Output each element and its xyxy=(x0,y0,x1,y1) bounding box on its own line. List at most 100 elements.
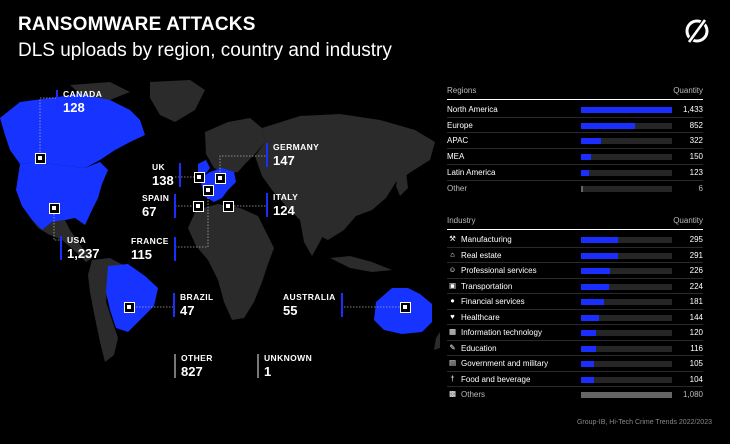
industry-row-education: ✎ Education 116 xyxy=(447,341,703,356)
callout-germany: GERMANY 147 xyxy=(266,143,319,167)
page-title: RANSOMWARE ATTACKS xyxy=(18,14,256,35)
callout-value: 115 xyxy=(131,246,152,262)
industry-divider xyxy=(447,229,703,230)
callout-value: 67 xyxy=(142,203,157,219)
callout-name: CANADA xyxy=(63,89,103,99)
mexico-shape xyxy=(32,220,92,262)
regions-header: Regions Quantity xyxy=(447,86,703,95)
leader-canada xyxy=(39,97,56,158)
bar xyxy=(581,252,618,259)
bar xyxy=(581,299,604,305)
world-map xyxy=(0,80,440,362)
bar-value-label: 116 xyxy=(690,343,703,353)
row-separator xyxy=(447,116,703,118)
bar xyxy=(581,169,589,176)
bar-label: Europe xyxy=(447,120,473,130)
callout-value: 138 xyxy=(152,172,174,188)
bar-label: MEA xyxy=(447,152,465,162)
bar-value-label: 6 xyxy=(698,183,703,193)
marker-uk[interactable] xyxy=(194,172,205,183)
industry-row-government-and-military: ▤ Government and military 105 xyxy=(447,356,703,371)
callout-name: SPAIN xyxy=(142,193,170,203)
callout-italy: ITALY 124 xyxy=(266,193,298,217)
callout-name: FRANCE xyxy=(131,236,169,246)
wrench-icon: ⚒ xyxy=(449,234,456,243)
callout-brazil: BRAZIL 47 xyxy=(173,293,214,317)
row-separator xyxy=(447,246,703,248)
bar xyxy=(581,361,595,367)
bar-track xyxy=(581,299,672,305)
person-icon: ☺ xyxy=(448,265,457,274)
bar-value-label: 224 xyxy=(689,281,703,291)
bar-track xyxy=(581,107,672,113)
bar-track xyxy=(581,252,672,259)
callout-value: 147 xyxy=(273,152,295,168)
bar-label: Other xyxy=(447,183,468,193)
bar-track xyxy=(581,268,672,274)
bar-track xyxy=(581,138,672,145)
industry-title: Industry xyxy=(447,216,476,225)
page-subtitle: DLS uploads by region, country and indus… xyxy=(18,40,392,61)
bar-label: Latin America xyxy=(447,167,496,177)
bar-label: Information technology xyxy=(461,328,542,337)
region-row-mea: MEA 150 xyxy=(447,149,703,164)
row-separator xyxy=(447,293,703,294)
bar xyxy=(581,138,602,145)
marker-brazil[interactable] xyxy=(124,302,135,313)
bar-label: Professional services xyxy=(461,266,537,275)
bar-track xyxy=(581,330,672,336)
bar xyxy=(581,185,583,192)
africa-shape xyxy=(188,204,274,320)
industry-row-transportation: ▣ Transportation 224 xyxy=(447,279,703,294)
bar-label: Real estate xyxy=(461,250,502,260)
bar-label: Education xyxy=(461,343,497,353)
callout-value: 55 xyxy=(283,302,298,318)
bar-value-label: 295 xyxy=(689,235,703,244)
new-zealand-shape xyxy=(434,332,440,350)
brazil-shape xyxy=(106,264,158,332)
marker-italy[interactable] xyxy=(223,201,234,212)
regions-title: Regions xyxy=(447,86,477,95)
marker-spain[interactable] xyxy=(193,201,204,212)
marker-germany[interactable] xyxy=(215,173,226,184)
marker-france[interactable] xyxy=(203,185,214,196)
region-row-other: Other 6 xyxy=(447,181,703,196)
leader-germany xyxy=(219,155,266,178)
bar xyxy=(581,107,672,113)
heart-icon: ♥ xyxy=(450,311,455,321)
bar-track xyxy=(581,154,672,161)
grid-icon: ▩ xyxy=(448,389,457,398)
bar-value-label: 104 xyxy=(689,374,703,384)
south-america-shape xyxy=(88,258,125,362)
industry-quantity-header: Quantity xyxy=(673,216,703,225)
bar-value-label: 120 xyxy=(689,328,703,337)
europe-shape xyxy=(205,118,265,174)
bar-value-label: 144 xyxy=(689,312,703,322)
callout-name: BRAZIL xyxy=(180,292,214,302)
bar xyxy=(581,268,610,274)
greenland-shape xyxy=(150,80,205,122)
marker-australia[interactable] xyxy=(400,302,411,313)
callout-value: 128 xyxy=(63,99,85,115)
leader-france xyxy=(175,190,209,248)
callout-australia: AUSTRALIA 55 xyxy=(283,293,343,317)
row-separator xyxy=(447,324,703,325)
bar xyxy=(581,345,596,352)
bar-label: Food and beverage xyxy=(461,374,531,384)
callout-name: UNKNOWN xyxy=(264,353,313,363)
bar-label: Government and military xyxy=(461,359,549,368)
industry-row-others: ▩ Others 1,080 xyxy=(447,387,703,402)
chip-icon: ▦ xyxy=(448,327,457,336)
bar-value-label: 150 xyxy=(689,152,703,162)
marker-canada[interactable] xyxy=(35,153,46,164)
bar-track xyxy=(581,237,672,243)
bar-label: Healthcare xyxy=(461,312,500,322)
callout-name: USA xyxy=(67,235,87,245)
callout-value: 827 xyxy=(181,363,203,379)
industry-row-real-estate: ⌂ Real estate 291 xyxy=(447,248,703,263)
callout-name: UK xyxy=(152,162,166,172)
industry-row-information-technology: ▦ Information technology 120 xyxy=(447,325,703,340)
marker-usa[interactable] xyxy=(49,203,60,214)
bar-track xyxy=(581,345,672,352)
callout-usa: USA 1,237 xyxy=(60,236,100,260)
